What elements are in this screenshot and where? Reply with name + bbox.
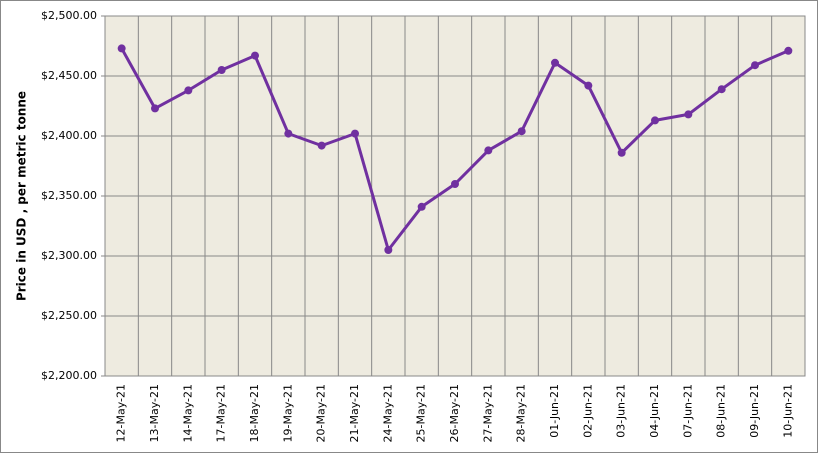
marker	[484, 146, 493, 155]
x-tick-label: 20-May-21	[315, 384, 328, 442]
marker	[417, 202, 426, 211]
marker	[784, 46, 793, 55]
marker	[217, 66, 226, 74]
marker	[284, 129, 293, 138]
x-tick-label: 25-May-21	[415, 384, 428, 442]
x-tick-label: 08-Jun-21	[715, 384, 728, 438]
x-tick-label: 03-Jun-21	[615, 384, 628, 438]
marker	[684, 110, 693, 119]
y-tick-label: $2,300.00	[41, 249, 97, 262]
marker	[584, 81, 593, 90]
x-tick-label: 27-May-21	[481, 384, 494, 442]
marker	[451, 180, 459, 188]
x-tick-label: 24-May-21	[381, 384, 394, 442]
marker	[117, 44, 126, 53]
x-tick-label: 04-Jun-21	[648, 384, 661, 438]
x-tick-label: 19-May-21	[281, 384, 294, 442]
y-axis-label: Price in USD , per metric tonne	[15, 91, 29, 301]
y-tick-label: $2,500.00	[41, 9, 97, 22]
marker	[251, 51, 259, 60]
x-tick-label: 13-May-21	[148, 384, 161, 442]
x-tick-label: 26-May-21	[448, 384, 461, 442]
x-tick-label: 21-May-21	[348, 384, 361, 442]
x-tick-label: 09-Jun-21	[748, 384, 761, 438]
y-tick-label: $2,400.00	[41, 129, 97, 142]
marker	[751, 61, 759, 70]
marker	[551, 58, 559, 67]
marker	[517, 127, 526, 136]
marker	[151, 104, 159, 113]
y-tick-label: $2,200.00	[41, 369, 97, 382]
x-tick-label: 12-May-21	[115, 384, 128, 442]
y-tick-label: $2,350.00	[41, 189, 97, 202]
x-tick-label: 28-May-21	[515, 384, 528, 442]
x-tick-label: 14-May-21	[181, 384, 194, 442]
y-tick-label: $2,250.00	[41, 309, 97, 322]
y-tick-label: $2,450.00	[41, 69, 97, 82]
marker	[184, 86, 193, 95]
x-tick-label: 02-Jun-21	[581, 384, 594, 438]
marker	[717, 85, 726, 94]
marker	[317, 141, 326, 150]
marker	[384, 246, 393, 254]
marker	[617, 148, 626, 157]
x-tick-label: 07-Jun-21	[681, 384, 694, 438]
x-tick-label: 17-May-21	[215, 384, 228, 442]
x-tick-label: 18-May-21	[248, 384, 261, 442]
marker	[651, 116, 659, 125]
marker	[351, 129, 359, 138]
x-tick-label: 01-Jun-21	[548, 384, 561, 438]
x-tick-label: 10-Jun-21	[781, 384, 794, 438]
